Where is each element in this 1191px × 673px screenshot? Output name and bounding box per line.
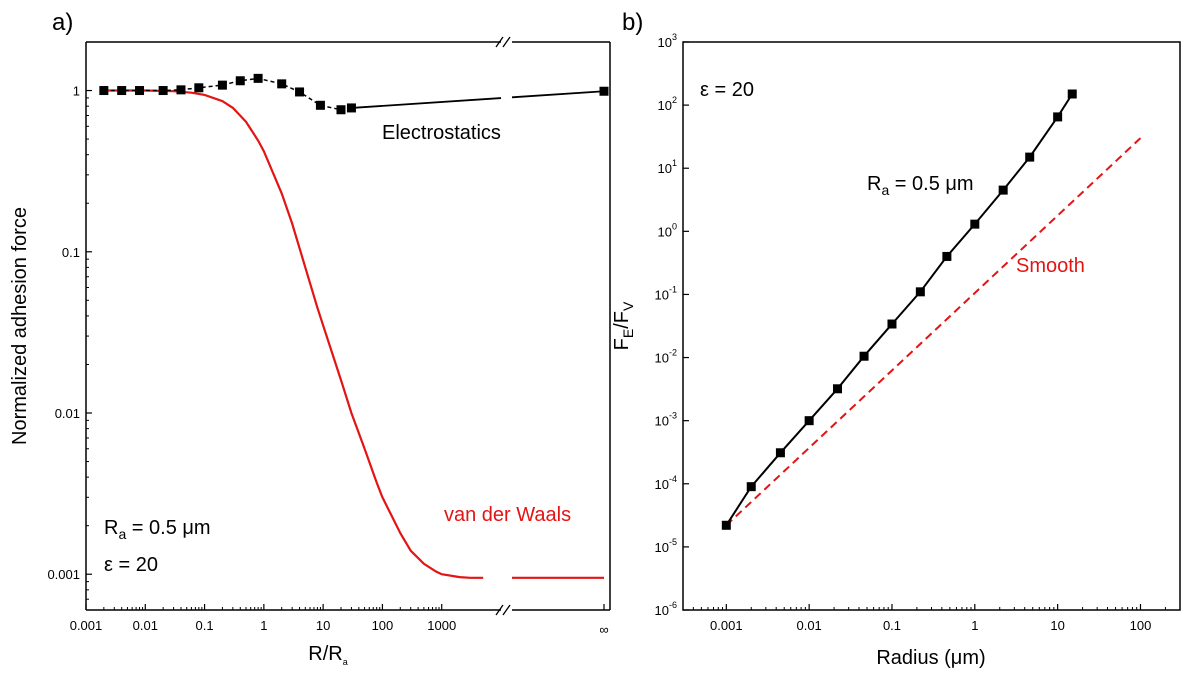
van-der-waals-line (103, 89, 484, 579)
y-tick-label: 101 (658, 158, 677, 176)
electrostatics-marker (253, 73, 263, 83)
panel-b-label: b) (622, 9, 643, 36)
y-tick-label: 10-4 (655, 474, 677, 492)
x-tick-label: 0.1 (196, 618, 214, 633)
electrostatics-label: Electrostatics (382, 122, 501, 144)
panel-a-ra-label: Ra = 0.5 μm (104, 517, 211, 542)
electrostatics-marker (158, 86, 168, 96)
x-tick-label: 10 (316, 618, 330, 633)
x-tick-label: 100 (1130, 618, 1152, 633)
panel-b-ra-label: Ra = 0.5 μm (867, 173, 974, 198)
panel-b-y-axis-title: FE/FV (611, 301, 636, 350)
ra-marker (1053, 112, 1063, 122)
ra-marker (887, 319, 897, 329)
electrostatics-marker (315, 100, 325, 110)
ra-line (725, 93, 1074, 526)
x-tick-label-infinity: ∞ (599, 622, 608, 637)
ra-marker (746, 482, 756, 492)
smooth-line (725, 137, 1142, 527)
smooth-label: Smooth (1016, 255, 1085, 277)
electrostatics-marker (346, 103, 356, 113)
panel-a-frame (85, 36, 611, 616)
panel-a-x-axis-title: R/Ra (308, 643, 347, 667)
panel-a-y-axis-title: Normalized adhesion force (9, 207, 31, 445)
panel-b-epsilon-label: ε = 20 (700, 79, 754, 101)
electrostatics-infinity-marker (599, 86, 609, 96)
panel-a: a) 0.001 0.01 0.1 1 10 100 1000 ∞ 0.001 0.01 0.1 1… (9, 9, 611, 667)
electrostatics-marker (235, 76, 245, 86)
axis-break-bottom (495, 604, 511, 616)
x-tick-label: 1 (260, 618, 267, 633)
panel-b-y-ticks: 10-6 10-5 10-4 10-3 10-2 10-1 100 101 102 103 (655, 32, 689, 618)
y-tick-label: 0.01 (55, 406, 80, 421)
ra-marker (1025, 152, 1035, 162)
y-tick-label: 102 (658, 95, 677, 113)
x-tick-label: 0.01 (796, 618, 821, 633)
x-tick-label: 0.001 (710, 618, 743, 633)
panel-b-x-ticks: 0.001 0.01 0.1 1 10 100 (682, 604, 1181, 633)
ra-marker (721, 520, 731, 530)
ra-marker (859, 351, 869, 361)
electrostatics-marker (99, 86, 109, 96)
y-tick-label: 10-1 (655, 284, 677, 302)
y-tick-label: 100 (658, 221, 677, 239)
y-tick-label: 10-3 (655, 411, 677, 429)
ra-marker (804, 416, 814, 426)
panel-a-x-ticks: 0.001 0.01 0.1 1 10 100 1000 ∞ (70, 604, 609, 637)
y-tick-label: 0.001 (47, 567, 80, 582)
x-tick-label: 0.001 (70, 618, 103, 633)
ra-marker (833, 384, 843, 394)
y-tick-label: 10-2 (655, 348, 677, 366)
ra-marker (970, 219, 980, 229)
panel-b-x-axis-title: Radius (μm) (876, 647, 985, 669)
x-tick-label: 0.1 (883, 618, 901, 633)
electrostatics-marker (277, 79, 287, 89)
y-tick-label: 10-6 (655, 600, 677, 618)
y-tick-label: 1 (73, 84, 80, 99)
x-tick-label: 1 (971, 618, 978, 633)
electrostatics-tail-line (351, 97, 502, 109)
x-tick-label: 100 (372, 618, 394, 633)
panel-b-frame (682, 41, 1181, 611)
electrostatics-marker (194, 83, 204, 93)
ra-marker (915, 287, 925, 297)
ra-marker (942, 251, 952, 261)
axis-break-top (495, 36, 511, 48)
electrostatics-marker (117, 86, 127, 96)
electrostatics-marker (336, 105, 346, 115)
y-tick-label: 10-5 (655, 537, 677, 555)
y-tick-label: 103 (658, 32, 677, 50)
electrostatics-marker (295, 87, 305, 97)
electrostatics-marker (135, 86, 145, 96)
ra-marker (775, 448, 785, 458)
panel-a-epsilon-label: ε = 20 (104, 554, 158, 576)
van-der-waals-label: van der Waals (444, 504, 571, 526)
panel-a-series (99, 73, 609, 579)
electrostatics-infinity-line (511, 90, 605, 99)
electrostatics-marker (176, 85, 186, 95)
ra-marker (998, 185, 1008, 195)
x-tick-label: 10 (1050, 618, 1064, 633)
ra-marker (1067, 89, 1077, 99)
panel-a-label: a) (52, 9, 73, 36)
x-tick-label: 1000 (427, 618, 456, 633)
y-tick-label: 0.1 (62, 245, 80, 260)
x-tick-label: 0.01 (133, 618, 158, 633)
panel-b-series (721, 89, 1142, 530)
electrostatics-marker (217, 80, 227, 90)
panel-b: b) 0.001 0.01 0.1 1 10 100 10-610-510-410-310… (611, 9, 1181, 669)
